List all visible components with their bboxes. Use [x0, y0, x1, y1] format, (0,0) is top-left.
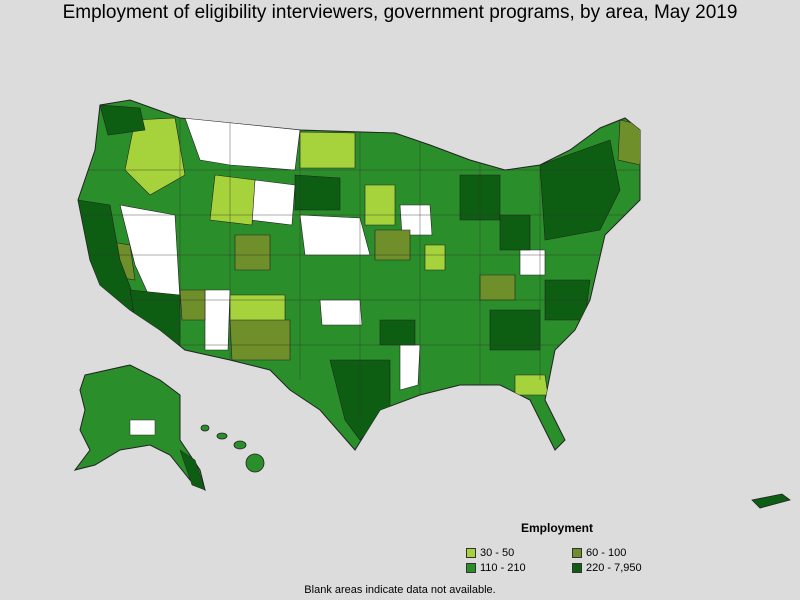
map-title: Employment of eligibility interviewers, …: [62, 2, 738, 23]
legend-label: 60 - 100: [586, 547, 627, 559]
alaska-nodata: [129, 419, 156, 436]
area-arizona-dark: [129, 289, 181, 346]
area-wyoming-light: [209, 174, 256, 226]
legend-item-60-100: 60 - 100: [572, 547, 626, 559]
puerto-rico-shape: [751, 493, 791, 509]
area-iowa-olive: [374, 229, 411, 261]
area-washington-dark: [99, 104, 146, 136]
area-kentucky-olive: [479, 274, 516, 301]
legend-swatch: [466, 548, 476, 558]
area-oklahoma-gap: [319, 299, 363, 326]
area-mississippi-gap: [399, 344, 421, 391]
area-ohio-dark: [499, 214, 531, 251]
legend-swatch: [572, 563, 582, 573]
area-virginia-gap: [519, 249, 546, 276]
legend-label: 30 - 50: [480, 547, 515, 559]
legend-title: Employment: [521, 521, 594, 535]
legend-label: 110 - 210: [480, 562, 526, 574]
area-florida-light: [514, 374, 549, 396]
legend-swatch: [466, 563, 476, 573]
area-minnesota-light: [364, 184, 396, 226]
area-new-mexico: [204, 289, 231, 351]
hawaii-shape: [200, 424, 265, 473]
alaska-southeast-dark: [179, 449, 206, 491]
area-idaho-light: [124, 117, 186, 196]
legend-item-110-210: 110 - 210: [466, 562, 526, 574]
area-newmexico-olive: [229, 319, 291, 361]
area-maine-olive: [617, 119, 640, 166]
area-illinois-light: [424, 244, 446, 271]
legend-swatch: [572, 548, 582, 558]
area-wyoming: [249, 179, 296, 226]
legend-item-30-50: 30 - 50: [466, 547, 514, 559]
area-arkansas-dark: [379, 319, 416, 346]
area-dakota-light: [299, 131, 356, 169]
area-georgia-dark: [489, 309, 541, 351]
area-nebraska: [299, 214, 371, 256]
legend-label: 220 - 7,950: [586, 562, 642, 574]
area-colorado-olive: [234, 234, 271, 271]
area-arizona-olive: [179, 289, 206, 321]
legend-item-220-7950: 220 - 7,950: [572, 562, 642, 574]
data-note: Blank areas indicate data not available.: [304, 584, 496, 596]
area-southdakota-dark: [294, 174, 341, 211]
